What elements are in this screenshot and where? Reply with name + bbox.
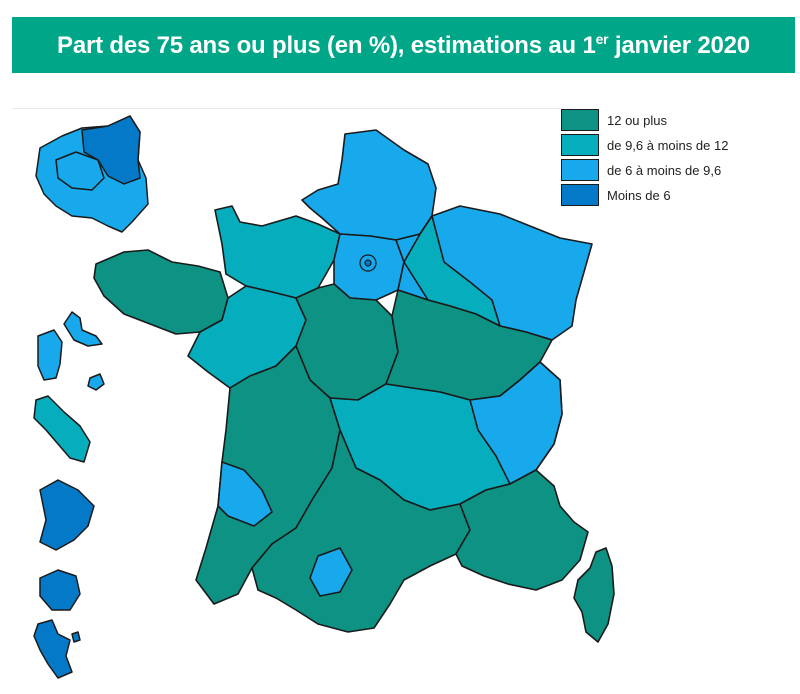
legend-label: de 6 à moins de 9,6 — [607, 162, 722, 178]
mayotte-region — [33, 619, 81, 679]
legend-label: 12 ou plus — [607, 112, 667, 128]
legend-swatch — [561, 184, 599, 206]
guadeloupe-region — [37, 311, 103, 381]
martinique-region — [33, 395, 91, 463]
legend-swatch — [561, 109, 599, 131]
rhone-alpes-light — [469, 361, 563, 485]
mainland-france — [93, 129, 615, 643]
gironde-area — [217, 461, 273, 527]
guyane-region — [39, 479, 95, 551]
legend-item-9-6-to-12: de 9,6 à moins de 12 — [561, 133, 728, 157]
divider — [12, 108, 795, 109]
map-title: Part des 75 ans ou plus (en %), estimati… — [57, 31, 750, 60]
legend-label: Moins de 6 — [607, 187, 671, 203]
idf-inner-dept — [55, 151, 105, 191]
title-suffix: janvier 2020 — [608, 31, 750, 59]
title-banner: Part des 75 ans ou plus (en %), estimati… — [12, 17, 795, 73]
title-superscript: er — [595, 30, 609, 47]
reunion-region — [39, 569, 81, 611]
paris-detail — [359, 254, 377, 272]
corse — [573, 547, 615, 643]
legend-label: de 9,6 à moins de 12 — [607, 137, 729, 153]
legend-item-12-plus: 12 ou plus — [561, 108, 667, 132]
legend-swatch — [561, 134, 599, 156]
legend-item-under-6: Moins de 6 — [561, 183, 671, 207]
haute-garonne-light — [309, 547, 353, 597]
paris-city — [364, 259, 372, 267]
normandie — [214, 205, 341, 299]
legend: 12 ou plus de 9,6 à moins de 12 de 6 à m… — [561, 108, 800, 234]
provence-alpes-cote-azur — [455, 469, 589, 591]
title-prefix: Part des 75 ans ou plus (en %), estimati… — [57, 31, 596, 59]
legend-item-6-to-9-6: de 6 à moins de 9,6 — [561, 158, 721, 182]
idf-inset — [35, 115, 149, 233]
hauts-de-france — [301, 129, 437, 241]
guadeloupe-islet — [87, 373, 105, 391]
legend-swatch — [561, 159, 599, 181]
idf-paris-dept — [81, 115, 141, 185]
bretagne — [93, 249, 229, 335]
